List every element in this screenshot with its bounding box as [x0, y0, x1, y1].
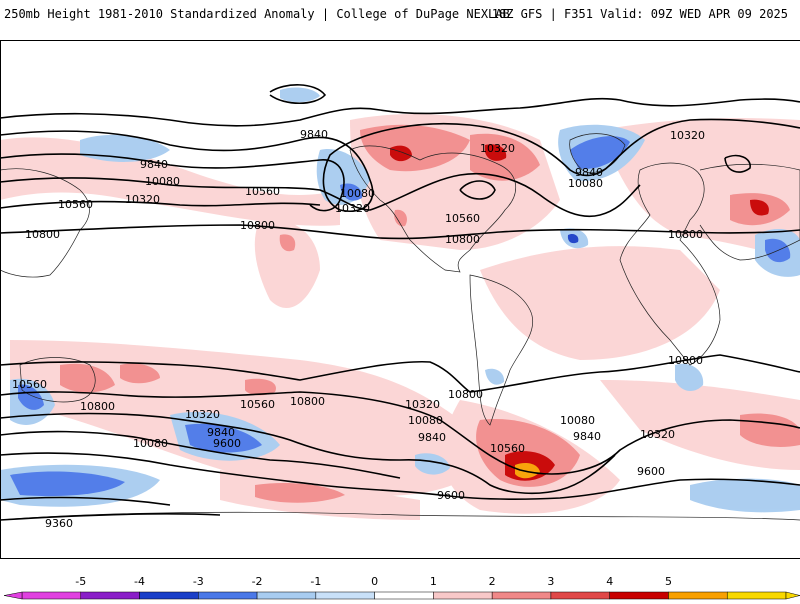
colorbar-tick-label: 4: [606, 575, 613, 588]
colorbar-tick-label: 5: [665, 575, 672, 588]
contour-label: 10560: [490, 442, 525, 455]
contour-label: 9360: [45, 517, 73, 530]
colorbar-tick-label: 1: [430, 575, 437, 588]
contour-label: 10800: [25, 228, 60, 241]
colorbar-segment: [139, 591, 199, 600]
colorbar: -5 -4 -3 -2 -1 0 1 2 3 4 5: [0, 570, 800, 600]
contour-label: 10800: [445, 233, 480, 246]
contour-label: 9600: [213, 437, 241, 450]
contour-label: 10320: [405, 398, 440, 411]
colorbar-tick-label: 3: [547, 575, 554, 588]
colorbar-tick-label: -1: [310, 575, 321, 588]
contour-label: 10320: [670, 129, 705, 142]
colorbar-segment: [21, 591, 82, 600]
colorbar-segment: [668, 591, 728, 600]
contour-label: 10560: [445, 212, 480, 225]
contour-label: 9840: [300, 128, 328, 141]
colorbar-segment: [374, 591, 434, 600]
contour-label: 9840: [140, 158, 168, 171]
height-contours: [0, 84, 800, 521]
contour-label: 10320: [185, 408, 220, 421]
colorbar-graphic: -5 -4 -3 -2 -1 0 1 2 3 4 5: [3, 575, 800, 600]
colorbar-segment: [609, 591, 669, 600]
contour-label: 10080: [133, 437, 168, 450]
colorbar-tick-label: 0: [371, 575, 378, 588]
contour-label: 9840: [575, 166, 603, 179]
colorbar-tick-label: 2: [489, 575, 496, 588]
contour-label: 10800: [668, 228, 703, 241]
contour-label: 10320: [480, 142, 515, 155]
colorbar-segment: [80, 591, 140, 600]
contour-label: 10800: [80, 400, 115, 413]
contour-label: 9600: [437, 489, 465, 502]
colorbar-segment: [315, 591, 375, 600]
colorbar-segment: [491, 591, 552, 600]
contour-label: 9840: [207, 426, 235, 439]
colorbar-segment: [198, 591, 258, 600]
anomaly-map: 9840 9840 10080 10320 10560 10800 10080 …: [0, 40, 800, 558]
contour-label: 9600: [637, 465, 665, 478]
contour-label-group: 9840 9840 10080 10320 10560 10800 10080 …: [12, 128, 705, 530]
anomaly-shading: [0, 87, 800, 520]
colorbar-tick-label: -5: [75, 575, 86, 588]
contour-label: 10320: [640, 428, 675, 441]
colorbar-segment: [726, 591, 787, 600]
colorbar-tick-label: -3: [193, 575, 204, 588]
contour-label: 10560: [12, 378, 47, 391]
contour-label: 10080: [568, 177, 603, 190]
colorbar-max-arrow: [785, 591, 800, 600]
colorbar-segment: [256, 591, 317, 600]
colorbar-segment: [433, 591, 493, 600]
contour-label: 10080: [560, 414, 595, 427]
contour-label: 10560: [240, 398, 275, 411]
model-valid-time: 18Z GFS | F351 Valid: 09Z WED APR 09 202…: [491, 7, 788, 21]
contour-label: 10800: [290, 395, 325, 408]
colorbar-segment: [550, 591, 610, 600]
colorbar-min-arrow: [3, 591, 23, 600]
contour-label: 10080: [145, 175, 180, 188]
contour-label: 10080: [408, 414, 443, 427]
contour-label: 9840: [573, 430, 601, 443]
contour-label: 10560: [58, 198, 93, 211]
contour-label: 10320: [125, 193, 160, 206]
contour-label: 10080: [340, 187, 375, 200]
colorbar-tick-label: -4: [134, 575, 145, 588]
contour-label: 10800: [448, 388, 483, 401]
colorbar-tick-label: -2: [252, 575, 263, 588]
map-title: 250mb Height 1981-2010 Standardized Anom…: [4, 7, 510, 21]
map-header: 250mb Height 1981-2010 Standardized Anom…: [0, 0, 800, 30]
contour-label: 10800: [668, 354, 703, 367]
contour-label: 10560: [245, 185, 280, 198]
contour-label: 10320: [335, 202, 370, 215]
contour-label: 9840: [418, 431, 446, 444]
contour-label: 10800: [240, 219, 275, 232]
